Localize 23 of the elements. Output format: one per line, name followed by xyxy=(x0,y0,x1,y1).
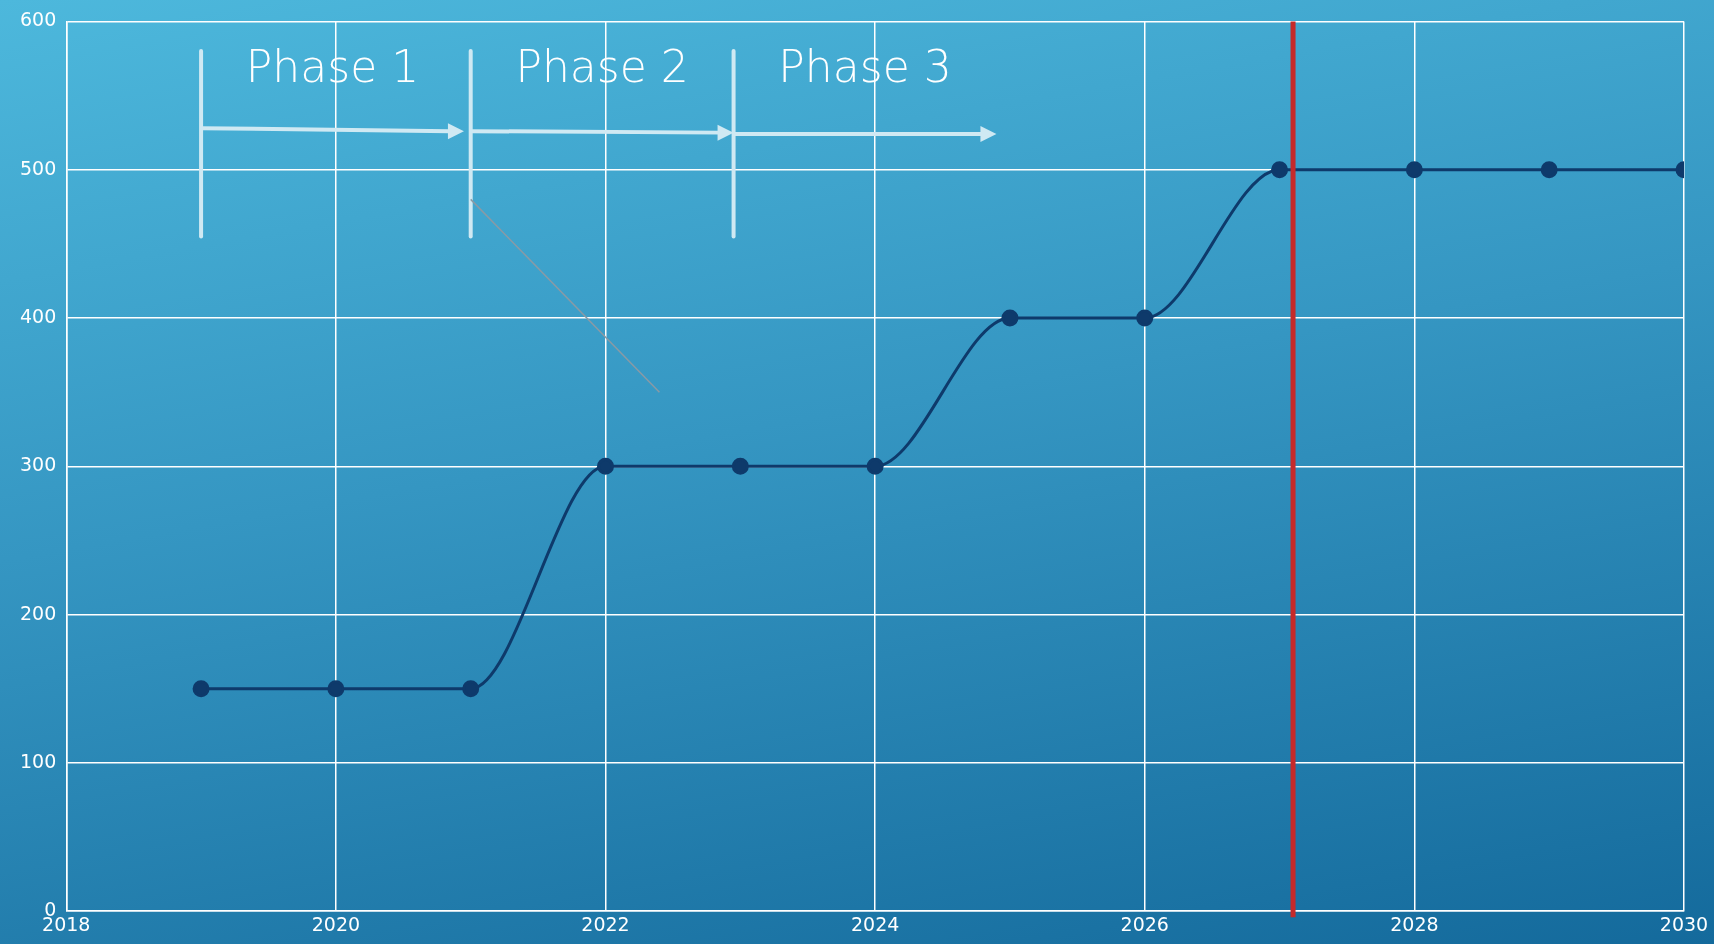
x-tick-label: 2024 xyxy=(850,912,900,935)
point xyxy=(731,457,749,475)
point xyxy=(462,680,480,698)
point xyxy=(1271,161,1289,179)
point xyxy=(1001,309,1019,327)
point xyxy=(192,680,210,698)
y-tick-label: 100 xyxy=(20,749,57,772)
y-tick-label: 600 xyxy=(20,8,57,31)
point xyxy=(866,457,884,475)
y-tick-label: 500 xyxy=(20,156,57,179)
x-tick-label: 2026 xyxy=(1120,912,1169,935)
point xyxy=(1540,161,1558,179)
y-tick-label: 200 xyxy=(20,601,57,624)
point xyxy=(327,680,345,698)
x-tick-label: 2022 xyxy=(581,912,630,935)
y-tick-label: 400 xyxy=(20,304,57,327)
point xyxy=(1405,161,1423,179)
x-tick-label: 2028 xyxy=(1390,912,1439,935)
x-tick-label: 2030 xyxy=(1659,912,1709,935)
point xyxy=(597,457,615,475)
y-tick-label: 300 xyxy=(20,453,57,476)
x-tick-label: 2020 xyxy=(311,912,361,935)
point xyxy=(1136,309,1154,327)
